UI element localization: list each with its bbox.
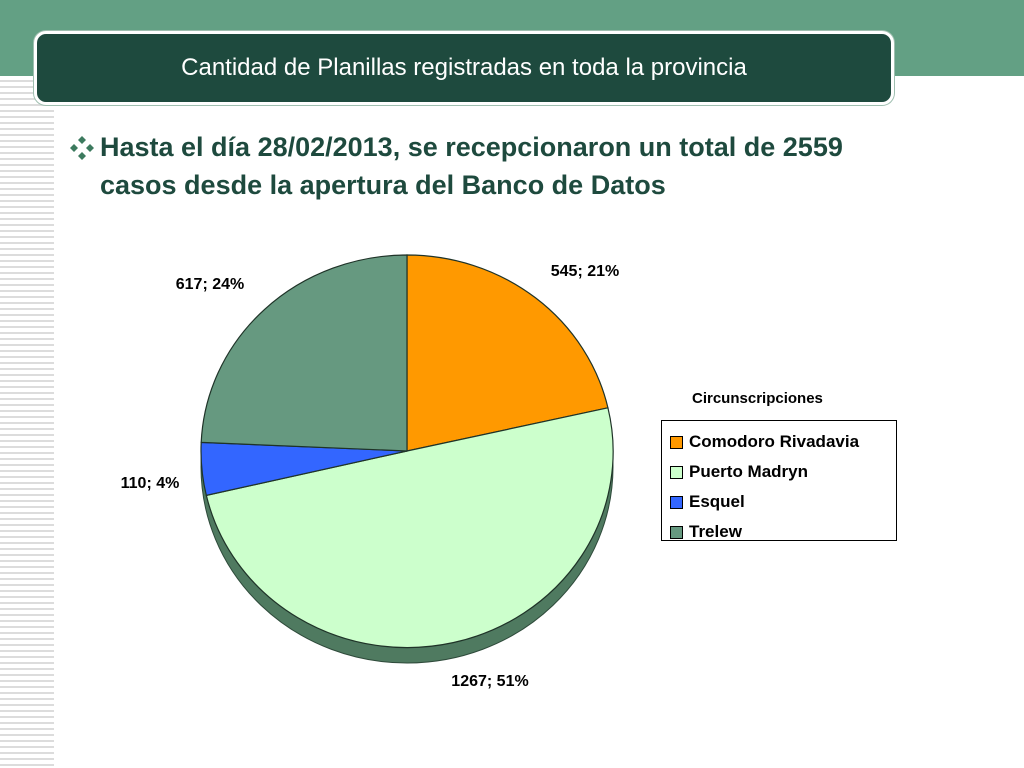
legend-swatch <box>670 495 683 509</box>
pie-labels-layer: 545; 21% 1267; 51% 110; 4% 617; 24% <box>121 263 620 690</box>
data-label-puerto-madryn: 1267; 51% <box>451 673 528 690</box>
bullet-point: Hasta el día 28/02/2013, se recepcionaro… <box>64 128 984 204</box>
legend-label: Puerto Madryn <box>689 462 809 481</box>
legend-swatch <box>670 525 683 539</box>
pie-slice-comodoro-rivadavia <box>406 254 609 452</box>
bullet-text-line-1: Hasta el día 28/02/2013, se recepcionaro… <box>100 132 843 162</box>
legend-swatch <box>670 435 683 449</box>
bullet-text-line-2: casos desde la apertura del Banco de Dat… <box>100 170 666 200</box>
legend-label: Comodoro Rivadavia <box>689 432 860 451</box>
legend-swatch <box>670 465 683 479</box>
pie-slice-puerto-madryn <box>205 407 614 649</box>
decorative-stripes <box>0 76 54 768</box>
data-label-esquel: 110; 4% <box>121 475 180 492</box>
legend-item-comodoro-rivadavia: Comodoro Rivadavia <box>670 427 896 457</box>
legend-label: Trelew <box>689 522 742 541</box>
legend-label: Esquel <box>689 492 745 511</box>
pie-slices-layer <box>200 254 614 649</box>
bullet-text: Hasta el día 28/02/2013, se recepcionaro… <box>100 128 843 204</box>
slide-title: Cantidad de Planillas registradas en tod… <box>181 54 747 81</box>
legend-item-esquel: Esquel <box>670 487 896 517</box>
legend-item-puerto-madryn: Puerto Madryn <box>670 457 896 487</box>
legend-item-trelew: Trelew <box>670 517 896 547</box>
pie-slice-trelew <box>200 254 408 452</box>
legend: Comodoro Rivadavia Puerto Madryn Esquel … <box>661 420 897 541</box>
diamond-bullet-icon <box>70 136 94 160</box>
data-label-trelew: 617; 24% <box>176 276 245 293</box>
title-bar: Cantidad de Planillas registradas en tod… <box>34 31 894 105</box>
data-label-comodoro-rivadavia: 545; 21% <box>551 263 620 280</box>
legend-title: Circunscripciones <box>692 390 823 407</box>
